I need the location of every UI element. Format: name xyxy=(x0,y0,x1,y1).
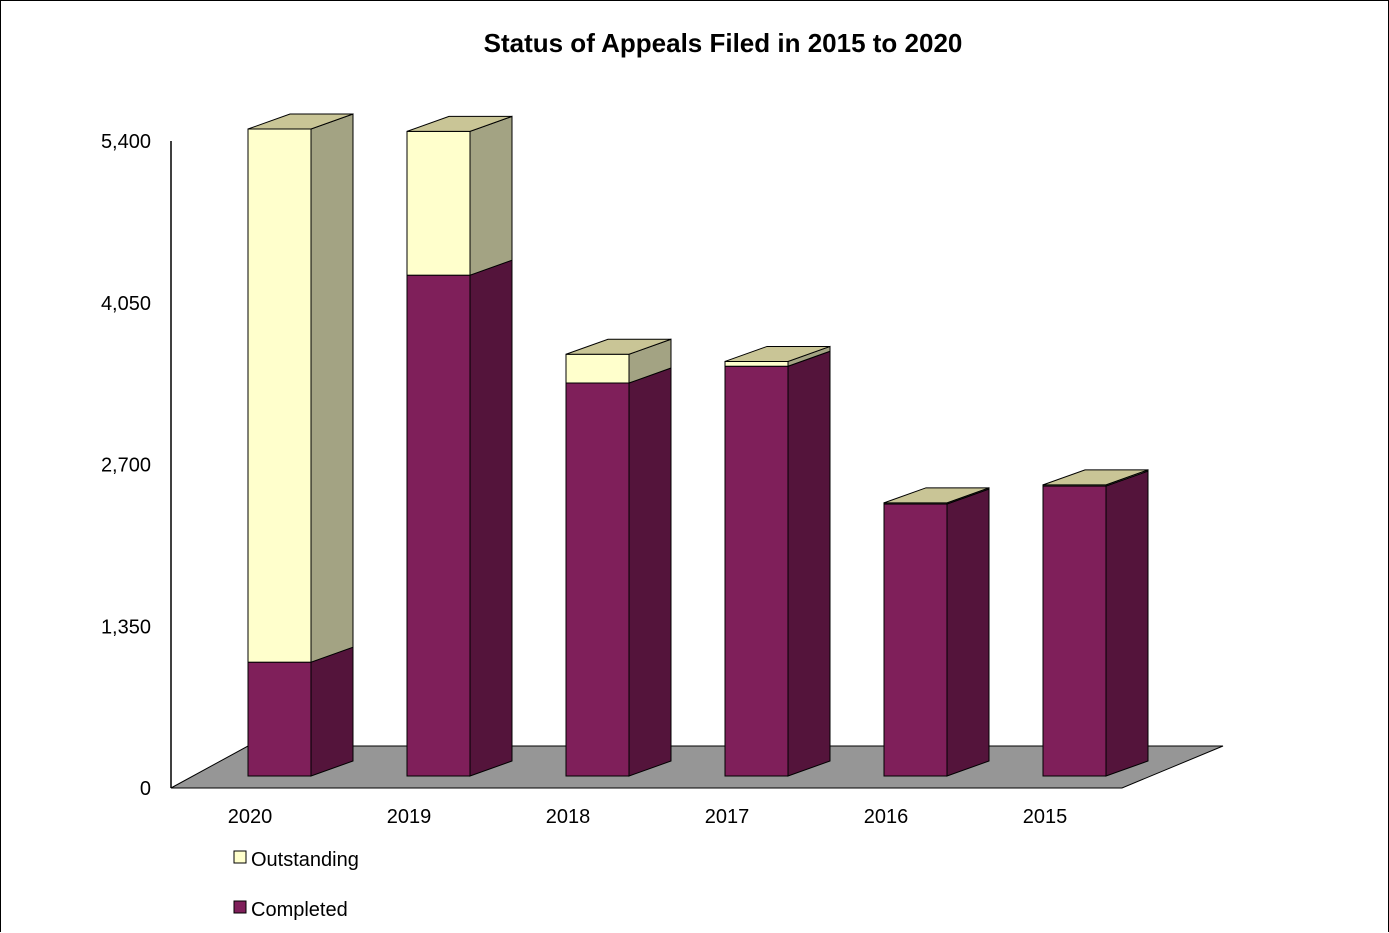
bar-segment-front xyxy=(1042,485,1107,777)
bar-segment-side xyxy=(787,350,831,777)
chart-title: Status of Appeals Filed in 2015 to 2020 xyxy=(484,28,963,58)
bar-top-cap xyxy=(1042,469,1149,486)
x-tick-label: 2017 xyxy=(705,806,750,828)
bar-stack-2020 xyxy=(247,113,354,777)
bar-top-cap xyxy=(565,338,672,355)
bar-stack-2018 xyxy=(565,338,672,777)
x-tick-label: 2015 xyxy=(1023,806,1068,828)
bar-top-cap xyxy=(883,487,990,504)
bar-segment-side xyxy=(469,259,513,777)
x-tick-label: 2018 xyxy=(546,806,591,828)
bar-segment-side xyxy=(310,113,354,663)
bar-segment-front xyxy=(724,360,789,367)
bar-segment-side xyxy=(310,646,354,777)
bar-segment-front xyxy=(565,382,630,777)
x-tick-label: 2020 xyxy=(228,806,273,828)
bar-segment-side xyxy=(469,115,513,276)
bar-segment-front xyxy=(247,128,312,663)
legend-label: Outstanding xyxy=(251,849,359,871)
bar-segment-side xyxy=(628,367,672,777)
y-tick-label: 0 xyxy=(140,778,151,800)
bar-group xyxy=(247,113,1149,777)
x-axis-labels: 2020 2019 2018 2017 2016 2015 xyxy=(228,806,1068,828)
y-tick-label: 1,350 xyxy=(101,616,151,638)
x-tick-label: 2019 xyxy=(387,806,432,828)
bar-stack-2019 xyxy=(406,115,513,777)
bar-segment-front xyxy=(565,353,630,384)
bar-segment-side xyxy=(1105,470,1149,777)
bar-segment-front xyxy=(406,274,471,777)
bar-top-cap xyxy=(406,115,513,132)
y-tick-label: 4,050 xyxy=(101,293,151,315)
y-axis: 0 1,350 2,700 4,050 5,400 xyxy=(101,131,172,800)
bar-top-cap xyxy=(247,113,354,130)
bar-stack-2017 xyxy=(724,345,831,777)
x-tick-label: 2016 xyxy=(864,806,909,828)
legend-label: Completed xyxy=(251,899,348,921)
bar-segment-front xyxy=(406,130,471,276)
y-tick-label: 5,400 xyxy=(101,131,151,153)
bar-segment-front xyxy=(724,365,789,777)
legend-swatch xyxy=(233,900,247,914)
legend-swatch xyxy=(233,850,247,864)
bar-segment-front xyxy=(883,503,948,777)
bar-segment-side xyxy=(946,488,990,777)
legend: Outstanding Completed xyxy=(233,849,359,921)
y-tick-label: 2,700 xyxy=(101,455,151,477)
bar-stack-2015 xyxy=(1042,469,1149,777)
bar-segment-front xyxy=(247,661,312,777)
bar-stack-2016 xyxy=(883,487,990,777)
bar-top-cap xyxy=(724,345,831,362)
